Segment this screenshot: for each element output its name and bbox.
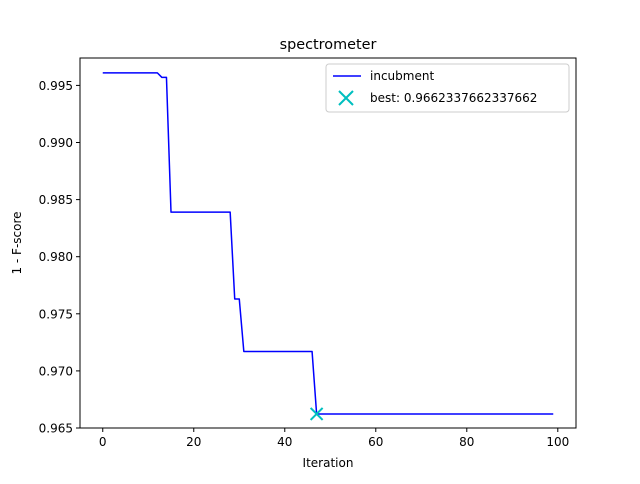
y-axis: 0.965 0.970 0.975 0.980 0.985 0.990 0.995 (39, 79, 80, 436)
y-tick-label: 0.975 (39, 307, 73, 321)
y-tick-label: 0.990 (39, 136, 73, 150)
chart-title: spectrometer (280, 37, 377, 53)
y-tick-label: 0.980 (39, 250, 73, 264)
y-tick-label: 0.985 (39, 193, 73, 207)
legend: incubment best: 0.9662337662337662 (325, 63, 570, 113)
y-tick-label: 0.995 (39, 79, 73, 93)
x-tick-label: 80 (459, 435, 474, 449)
legend-label-best: best: 0.9662337662337662 (370, 91, 537, 105)
y-tick-label: 0.965 (39, 422, 73, 436)
x-tick-label: 20 (186, 435, 201, 449)
legend-box (325, 63, 570, 113)
x-tick-label: 40 (277, 435, 292, 449)
plot-area (102, 72, 554, 421)
best-point-marker (309, 407, 324, 421)
y-axis-label: 1 - F-score (10, 211, 24, 274)
best-marker-stroke (309, 407, 324, 421)
x-tick-label: 100 (546, 435, 569, 449)
x-axis: 0 20 40 60 80 100 (99, 428, 569, 449)
x-tick-label: 0 (99, 435, 107, 449)
legend-label-incumbent: incubment (370, 69, 434, 83)
y-tick-label: 0.970 (39, 364, 73, 378)
x-axis-label: Iteration (303, 456, 354, 470)
x-tick-label: 60 (368, 435, 383, 449)
series-line-incumbent (102, 72, 554, 415)
axes-frame (79, 57, 577, 429)
legend-marker-swatch (338, 90, 354, 106)
